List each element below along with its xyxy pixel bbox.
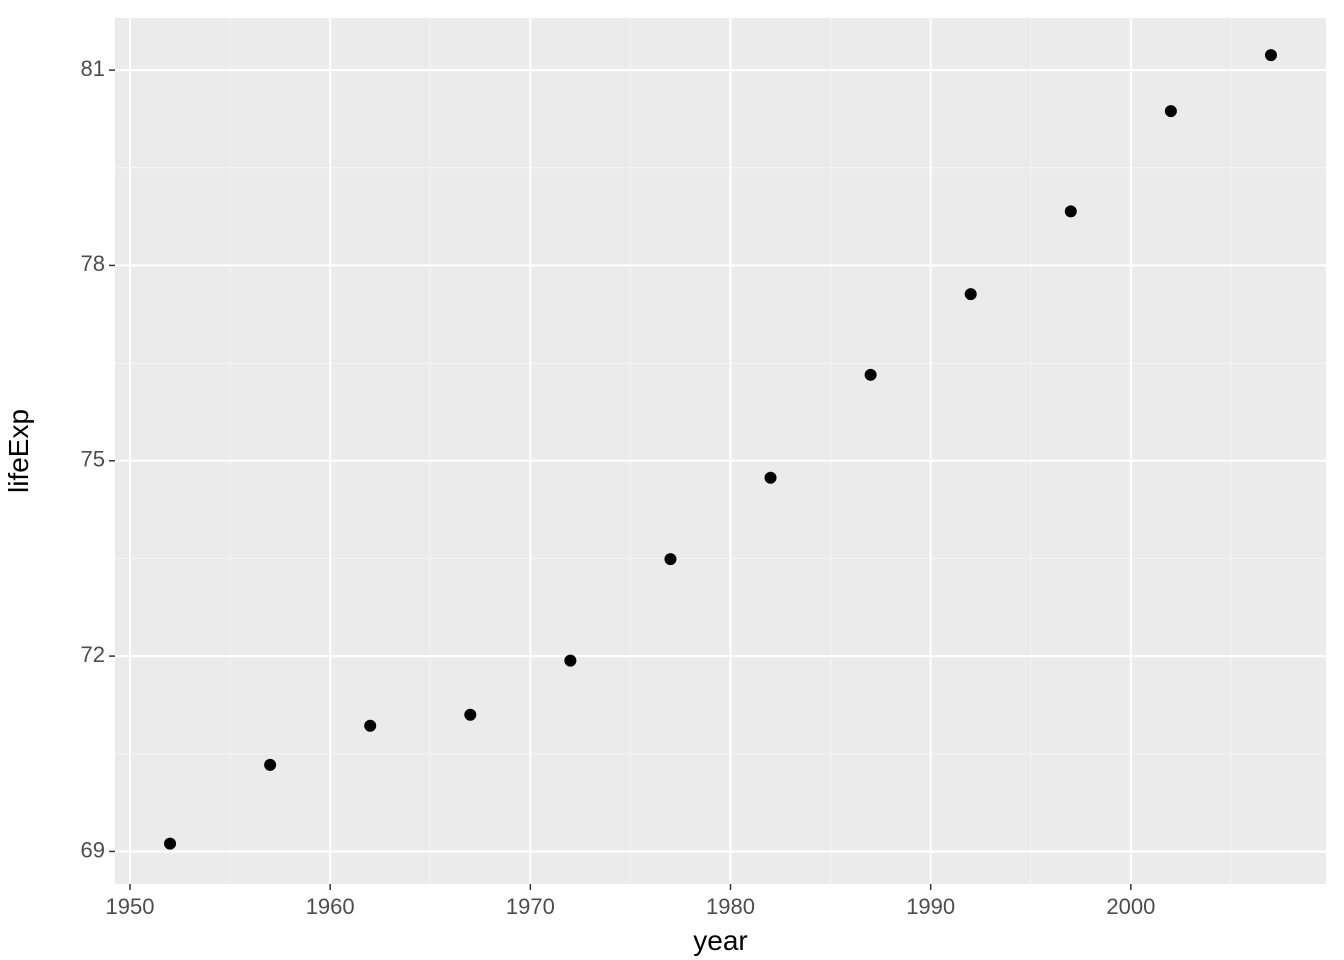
data-point (664, 553, 676, 565)
data-point (765, 472, 777, 484)
x-tick-label: 1950 (106, 894, 155, 919)
data-point (464, 709, 476, 721)
x-axis-title: year (693, 925, 747, 956)
data-point (1165, 105, 1177, 117)
x-tick-label: 1990 (906, 894, 955, 919)
chart-svg: 1950 1960 1970 1980 1990 2000 69 72 75 78 81 year li… (0, 0, 1344, 960)
x-tick-label: 1970 (506, 894, 555, 919)
y-tick-label: 78 (81, 251, 105, 276)
scatter-chart: 1950 1960 1970 1980 1990 2000 69 72 75 78 81 year li… (0, 0, 1344, 960)
data-point (564, 655, 576, 667)
x-tick-label: 1960 (306, 894, 355, 919)
y-tick-label: 75 (81, 447, 105, 472)
data-point (264, 759, 276, 771)
y-tick-label: 72 (81, 642, 105, 667)
x-tick-label: 1980 (706, 894, 755, 919)
data-point (364, 720, 376, 732)
x-tick-label: 2000 (1106, 894, 1155, 919)
data-point (1065, 205, 1077, 217)
data-point (965, 288, 977, 300)
y-tick-label: 81 (81, 56, 105, 81)
y-tick-label: 69 (81, 837, 105, 862)
data-point (865, 369, 877, 381)
data-point (164, 838, 176, 850)
y-axis-title: lifeExp (3, 409, 34, 493)
data-point (1265, 49, 1277, 61)
